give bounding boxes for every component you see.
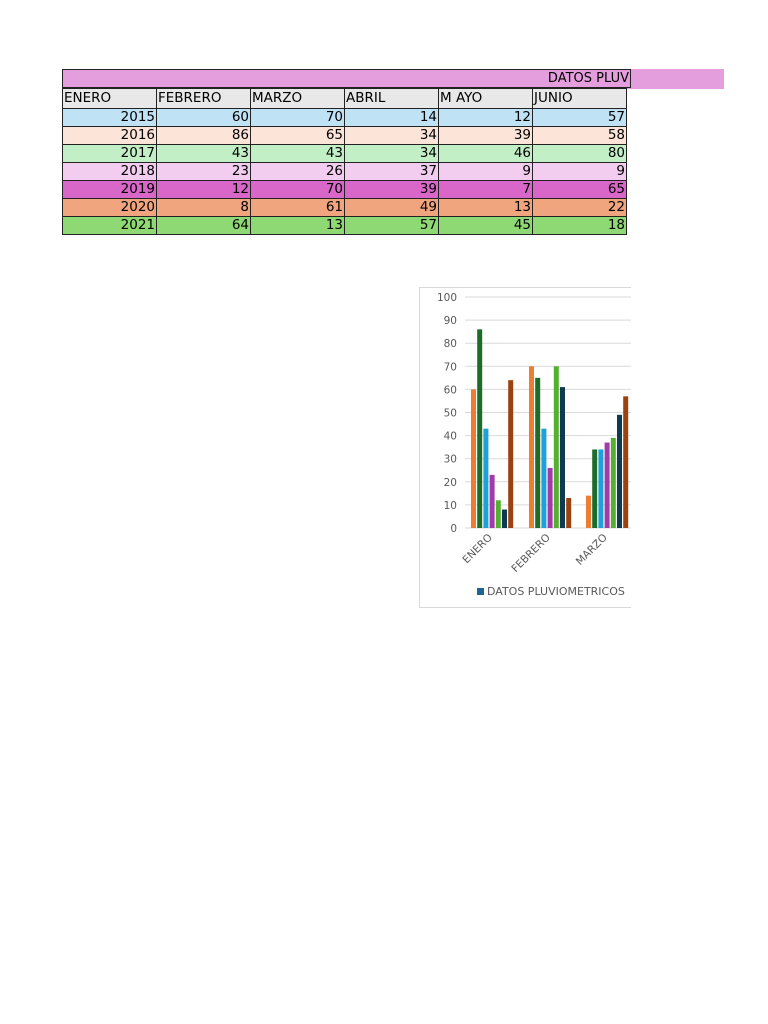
table-cell[interactable]: 39 <box>438 126 533 145</box>
bar-enero-2017[interactable] <box>483 428 489 528</box>
header-abril[interactable]: ABRIL <box>344 88 439 109</box>
header-marzo[interactable]: MARZO <box>250 88 345 109</box>
table-row: 2018 23 26 37 9 9 <box>62 162 627 181</box>
table-cell[interactable]: 45 <box>438 216 533 235</box>
table-cell[interactable]: 23 <box>156 162 251 181</box>
table-cell[interactable]: 34 <box>344 126 439 145</box>
table-cell[interactable]: 60 <box>156 108 251 127</box>
table-cell[interactable]: 9 <box>532 162 627 181</box>
table-cell[interactable]: 70 <box>250 180 345 199</box>
y-tick-label: 40 <box>444 431 457 443</box>
y-tick-label: 50 <box>444 408 457 420</box>
chart-legend: DATOS PLUVIOMETRICOS <box>477 585 625 598</box>
bar-febrero-2015[interactable] <box>529 366 534 528</box>
table-cell[interactable]: 57 <box>344 216 439 235</box>
y-tick-label: 60 <box>444 384 457 396</box>
sheet-title-cell[interactable]: DATOS PLUV <box>62 69 631 88</box>
table-cell[interactable]: 13 <box>438 198 533 217</box>
table-cell[interactable]: 39 <box>344 180 439 199</box>
table-row: 2016 86 65 34 39 58 <box>62 126 627 145</box>
table-cell[interactable]: 43 <box>250 144 345 163</box>
bar-marzo-2015[interactable] <box>586 495 591 528</box>
bar-marzo-2017[interactable] <box>598 449 604 528</box>
table-cell[interactable]: 26 <box>250 162 345 181</box>
table-cell[interactable]: 58 <box>532 126 627 145</box>
table-cell[interactable]: 2021 <box>62 216 157 235</box>
bar-enero-2018[interactable] <box>489 474 495 528</box>
y-tick-label: 70 <box>444 361 457 373</box>
bar-febrero-2019[interactable] <box>553 366 559 528</box>
table-cell[interactable]: 43 <box>156 144 251 163</box>
legend-swatch-icon <box>477 588 484 595</box>
rainfall-bar-chart[interactable]: 0 10 20 30 40 50 60 70 80 90 100 ENERO FEBRERO MARZO … <box>419 287 631 608</box>
bar-enero-2021[interactable] <box>508 380 514 528</box>
table-cell[interactable]: 22 <box>532 198 627 217</box>
bar-marzo-2019[interactable] <box>610 437 616 528</box>
data-table: ENERO FEBRERO MARZO ABRIL M AYO JUNIO 20… <box>62 88 627 235</box>
y-tick-label: 0 <box>450 523 457 535</box>
header-enero[interactable]: ENERO <box>62 88 157 109</box>
table-cell[interactable]: 65 <box>250 126 345 145</box>
table-cell[interactable]: 61 <box>250 198 345 217</box>
bar-marzo-2020[interactable] <box>617 414 622 528</box>
y-tick-label: 20 <box>444 477 457 489</box>
table-cell[interactable]: 2016 <box>62 126 157 145</box>
header-row: ENERO FEBRERO MARZO ABRIL M AYO JUNIO <box>62 88 627 109</box>
table-cell[interactable]: 80 <box>532 144 627 163</box>
header-mayo[interactable]: M AYO <box>438 88 533 109</box>
table-cell[interactable]: 18 <box>532 216 627 235</box>
table-cell[interactable]: 7 <box>438 180 533 199</box>
y-tick-label: 10 <box>444 500 457 512</box>
table-cell[interactable]: 49 <box>344 198 439 217</box>
table-cell[interactable]: 57 <box>532 108 627 127</box>
bar-marzo-2021[interactable] <box>623 396 629 528</box>
table-cell[interactable]: 65 <box>532 180 627 199</box>
x-category-label: FEBRERO <box>509 532 552 575</box>
bar-enero-2016[interactable] <box>477 329 483 528</box>
bar-marzo-2016[interactable] <box>592 449 598 528</box>
table-row: 2015 60 70 14 12 57 <box>62 108 627 127</box>
bar-febrero-2017[interactable] <box>541 428 547 528</box>
table-cell[interactable]: 64 <box>156 216 251 235</box>
bar-febrero-2016[interactable] <box>535 377 541 528</box>
bar-enero-2019[interactable] <box>495 500 501 528</box>
header-junio[interactable]: JUNIO <box>532 88 627 109</box>
table-cell[interactable]: 86 <box>156 126 251 145</box>
chart-plot-area: 0 10 20 30 40 50 60 70 80 90 100 ENERO FEBRERO MARZO <box>437 292 631 575</box>
table-cell[interactable]: 2020 <box>62 198 157 217</box>
y-tick-label: 80 <box>444 338 457 350</box>
bar-febrero-2020[interactable] <box>560 387 565 528</box>
table-cell[interactable]: 8 <box>156 198 251 217</box>
table-cell[interactable]: 37 <box>344 162 439 181</box>
bar-febrero-2018[interactable] <box>547 467 553 528</box>
bar-enero-2015[interactable] <box>471 389 476 528</box>
table-cell[interactable]: 12 <box>156 180 251 199</box>
table-cell[interactable]: 9 <box>438 162 533 181</box>
table-cell[interactable]: 34 <box>344 144 439 163</box>
header-febrero[interactable]: FEBRERO <box>156 88 251 109</box>
table-cell[interactable]: 2018 <box>62 162 157 181</box>
bar-enero-2020[interactable] <box>502 509 507 528</box>
x-category-label: MARZO <box>574 532 610 568</box>
table-row: 2017 43 43 34 46 80 <box>62 144 627 163</box>
table-cell[interactable]: 13 <box>250 216 345 235</box>
table-row: 2019 12 70 39 7 65 <box>62 180 627 199</box>
table-row: 2020 8 61 49 13 22 <box>62 198 627 217</box>
x-category-label: ENERO <box>460 532 494 566</box>
y-tick-label: 30 <box>444 454 457 466</box>
table-cell[interactable]: 70 <box>250 108 345 127</box>
bar-febrero-2021[interactable] <box>566 497 572 528</box>
table-cell[interactable]: 12 <box>438 108 533 127</box>
table-cell[interactable]: 2019 <box>62 180 157 199</box>
y-tick-label: 100 <box>437 292 457 304</box>
table-cell[interactable]: 46 <box>438 144 533 163</box>
y-tick-label: 90 <box>444 315 457 327</box>
legend-label: DATOS PLUVIOMETRICOS <box>487 585 625 598</box>
bar-marzo-2018[interactable] <box>604 442 610 528</box>
table-cell[interactable]: 2015 <box>62 108 157 127</box>
table-cell[interactable]: 14 <box>344 108 439 127</box>
table-row: 2021 64 13 57 45 18 <box>62 216 627 235</box>
table-cell[interactable]: 2017 <box>62 144 157 163</box>
